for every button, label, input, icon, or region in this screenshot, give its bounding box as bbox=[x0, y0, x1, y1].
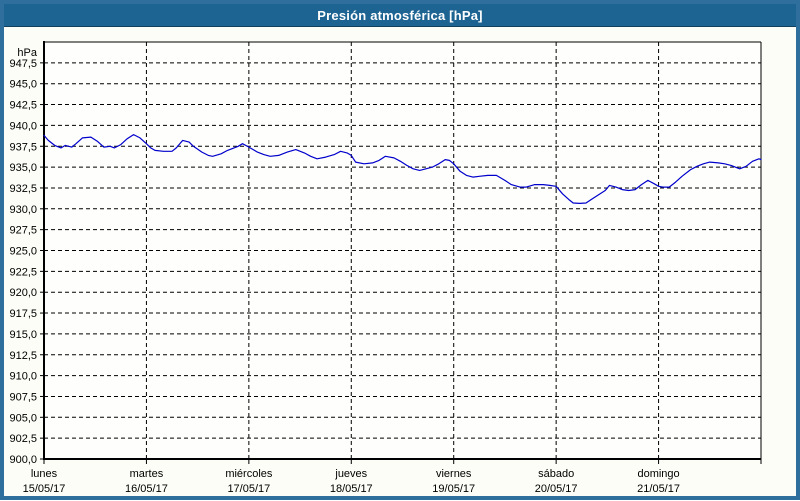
series-line bbox=[43, 133, 762, 204]
x-day-name: domingo bbox=[637, 468, 679, 480]
y-tick-label: 910,0 bbox=[9, 371, 37, 383]
x-day-name: lunes bbox=[31, 468, 58, 480]
chart-area: 947,5 945,0 942,5 940,0 937,5 935,0 932,5 930,0… bbox=[4, 27, 796, 496]
chart-title-bar: Presión atmosférica [hPa] bbox=[4, 4, 796, 27]
x-day-date: 19/05/17 bbox=[432, 483, 475, 495]
x-day-date: 18/05/17 bbox=[330, 483, 373, 495]
x-day-name: viernes bbox=[436, 468, 472, 480]
y-tick-label: 925,0 bbox=[9, 246, 37, 258]
y-axis-unit: hPa bbox=[17, 47, 37, 59]
y-tick-label: 937,5 bbox=[9, 141, 37, 153]
x-tick-labels: lunes 15/05/17 martes 16/05/17 miércoles 17/0… bbox=[23, 468, 680, 495]
pressure-line bbox=[43, 133, 762, 204]
y-tick-label: 912,5 bbox=[9, 350, 37, 362]
x-day-name: sábado bbox=[538, 468, 574, 480]
y-tick-label: 942,5 bbox=[9, 100, 37, 112]
y-tick-label: 920,0 bbox=[9, 287, 37, 299]
y-tick-label: 917,5 bbox=[9, 308, 37, 320]
y-tick-label: 900,0 bbox=[9, 454, 37, 466]
y-tick-label: 945,0 bbox=[9, 79, 37, 91]
x-day-date: 15/05/17 bbox=[23, 483, 66, 495]
y-gridlines bbox=[44, 62, 761, 439]
y-tick-label: 947,5 bbox=[9, 58, 37, 70]
x-day-name: jueves bbox=[334, 468, 367, 480]
y-tick-label: 940,0 bbox=[9, 120, 37, 132]
y-tick-label: 907,5 bbox=[9, 391, 37, 403]
y-axis-unit-label: hPa bbox=[17, 47, 37, 59]
y-tick-label: 922,5 bbox=[9, 266, 37, 278]
y-tick-label: 927,5 bbox=[9, 225, 37, 237]
y-tick-labels: 947,5 945,0 942,5 940,0 937,5 935,0 932,5 930,0… bbox=[9, 58, 44, 466]
x-tick-marks bbox=[43, 459, 762, 464]
chart-title: Presión atmosférica [hPa] bbox=[317, 7, 483, 23]
x-day-name: miércoles bbox=[225, 468, 273, 480]
pressure-chart: 947,5 945,0 942,5 940,0 937,5 935,0 932,5 930,0… bbox=[9, 41, 762, 495]
x-day-date: 21/05/17 bbox=[637, 483, 680, 495]
x-day-name: martes bbox=[130, 468, 164, 480]
x-day-date: 17/05/17 bbox=[227, 483, 270, 495]
y-tick-label: 930,0 bbox=[9, 204, 37, 216]
y-tick-label: 902,5 bbox=[9, 433, 37, 445]
x-day-date: 20/05/17 bbox=[535, 483, 578, 495]
y-tick-label: 905,0 bbox=[9, 412, 37, 424]
y-tick-label: 915,0 bbox=[9, 329, 37, 341]
y-tick-label: 932,5 bbox=[9, 183, 37, 195]
x-day-date: 16/05/17 bbox=[125, 483, 168, 495]
y-tick-label: 935,0 bbox=[9, 162, 37, 174]
